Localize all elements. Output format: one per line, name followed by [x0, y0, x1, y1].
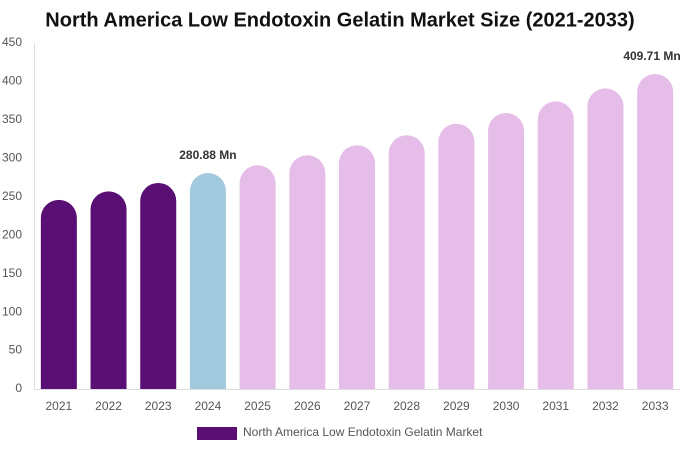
bar [239, 165, 276, 389]
y-tick-label: 150 [2, 266, 22, 280]
bar [289, 155, 326, 389]
bar [537, 101, 574, 390]
x-tick-label: 2021 [45, 399, 72, 413]
y-tick-label: 250 [2, 189, 22, 203]
y-tick-label: 300 [2, 151, 22, 165]
bar [438, 123, 475, 389]
x-tick-label: 2028 [393, 399, 420, 413]
value-label: 409.71 Mn [623, 49, 680, 63]
bar [388, 135, 425, 389]
bar [90, 191, 127, 389]
x-tick-label: 2029 [443, 399, 470, 413]
x-tick-label: 2023 [145, 399, 172, 413]
bar [637, 73, 674, 390]
x-tick-label: 2025 [244, 399, 271, 413]
x-tick-label: 2032 [592, 399, 619, 413]
legend-label: North America Low Endotoxin Gelatin Mark… [243, 425, 483, 439]
bar [189, 173, 226, 389]
x-tick-label: 2027 [344, 399, 371, 413]
y-tick-label: 0 [15, 381, 22, 395]
y-tick-label: 100 [2, 304, 22, 318]
x-tick-label: 2026 [294, 399, 321, 413]
x-tick-label: 2022 [95, 399, 122, 413]
y-tick-label: 200 [2, 227, 22, 241]
bar [339, 145, 375, 389]
x-tick-label: 2024 [195, 399, 222, 413]
x-tick-label: 2031 [542, 399, 569, 413]
bar [587, 88, 624, 389]
y-tick-label: 50 [9, 343, 23, 357]
value-label: 280.88 Mn [179, 148, 236, 162]
bar [140, 182, 177, 389]
legend-swatch [197, 427, 237, 440]
chart-title: North America Low Endotoxin Gelatin Mark… [45, 9, 634, 31]
y-tick-label: 350 [2, 112, 22, 126]
x-tick-label: 2033 [642, 399, 669, 413]
y-tick-label: 450 [2, 35, 22, 49]
x-tick-label: 2030 [493, 399, 520, 413]
bar [40, 199, 77, 389]
y-tick-label: 400 [2, 74, 22, 88]
bar [488, 112, 525, 389]
